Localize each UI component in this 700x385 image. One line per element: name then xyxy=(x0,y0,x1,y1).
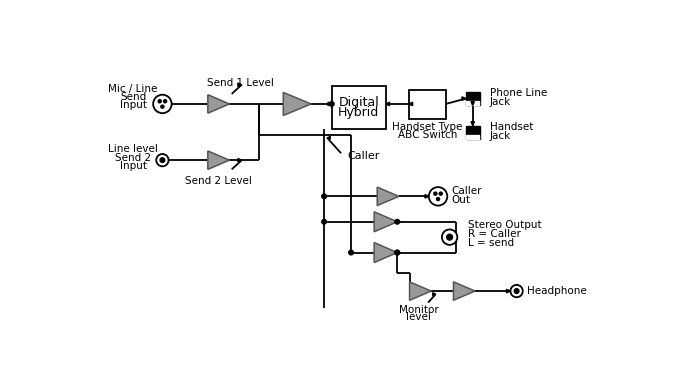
Circle shape xyxy=(161,105,164,108)
Polygon shape xyxy=(374,212,398,232)
Circle shape xyxy=(429,187,447,206)
Polygon shape xyxy=(238,158,242,162)
Circle shape xyxy=(160,158,164,162)
Text: Handset: Handset xyxy=(490,122,533,132)
Polygon shape xyxy=(374,243,398,263)
Circle shape xyxy=(395,219,400,224)
Bar xyxy=(466,126,480,139)
Circle shape xyxy=(514,289,519,293)
Circle shape xyxy=(158,100,161,103)
Text: level: level xyxy=(407,312,431,322)
Circle shape xyxy=(395,250,400,255)
Circle shape xyxy=(322,219,326,224)
Bar xyxy=(472,101,474,105)
Circle shape xyxy=(447,234,452,240)
Polygon shape xyxy=(328,102,332,105)
Circle shape xyxy=(439,192,442,195)
Bar xyxy=(477,135,479,139)
Text: Headphone: Headphone xyxy=(526,286,587,296)
Bar xyxy=(466,92,480,105)
Bar xyxy=(332,86,386,129)
Polygon shape xyxy=(208,151,230,169)
Bar xyxy=(466,135,468,139)
Circle shape xyxy=(156,154,169,166)
Text: ABC Switch: ABC Switch xyxy=(398,130,457,140)
Circle shape xyxy=(153,95,172,113)
Text: Send 2 Level: Send 2 Level xyxy=(186,176,252,186)
Bar xyxy=(409,90,446,119)
Text: Monitor: Monitor xyxy=(399,305,439,315)
Text: Out: Out xyxy=(452,195,470,205)
Polygon shape xyxy=(386,102,389,105)
Polygon shape xyxy=(507,290,510,293)
Polygon shape xyxy=(238,83,242,86)
Circle shape xyxy=(349,250,354,255)
Polygon shape xyxy=(471,102,475,105)
Polygon shape xyxy=(377,187,399,206)
Text: Send 2: Send 2 xyxy=(115,153,151,163)
Text: L = send: L = send xyxy=(468,238,514,248)
Bar xyxy=(469,101,471,105)
Bar xyxy=(477,101,479,105)
Polygon shape xyxy=(327,136,330,139)
Circle shape xyxy=(322,194,326,199)
Text: Mic / Line: Mic / Line xyxy=(108,84,158,94)
Circle shape xyxy=(330,102,334,106)
Circle shape xyxy=(510,285,523,297)
Text: Caller: Caller xyxy=(347,151,379,161)
Text: Send 1 Level: Send 1 Level xyxy=(206,78,274,88)
Circle shape xyxy=(434,192,437,195)
Bar xyxy=(475,135,477,139)
Text: Line level: Line level xyxy=(108,144,158,154)
Text: Jack: Jack xyxy=(490,97,511,107)
Bar xyxy=(466,101,468,105)
Circle shape xyxy=(164,100,167,103)
Text: R = Caller: R = Caller xyxy=(468,229,521,239)
Polygon shape xyxy=(410,282,431,300)
Polygon shape xyxy=(471,122,475,126)
Polygon shape xyxy=(284,92,311,115)
Circle shape xyxy=(442,229,457,245)
Bar xyxy=(475,101,477,105)
Text: Send: Send xyxy=(120,92,146,102)
Text: Stereo Output: Stereo Output xyxy=(468,220,542,230)
Text: Input: Input xyxy=(120,161,146,171)
Text: Caller: Caller xyxy=(452,186,482,196)
Polygon shape xyxy=(462,97,466,100)
Text: Input: Input xyxy=(120,100,146,110)
Bar xyxy=(469,135,471,139)
Polygon shape xyxy=(454,282,475,300)
Bar xyxy=(472,135,474,139)
Polygon shape xyxy=(409,102,413,105)
Polygon shape xyxy=(433,293,435,296)
Text: Jack: Jack xyxy=(490,131,511,141)
Text: Hybrid: Hybrid xyxy=(338,106,379,119)
Text: Handset Type: Handset Type xyxy=(392,122,463,132)
Polygon shape xyxy=(208,95,230,113)
Polygon shape xyxy=(425,194,429,198)
Text: Phone Line: Phone Line xyxy=(490,88,547,98)
Text: Digital: Digital xyxy=(338,95,379,109)
Circle shape xyxy=(437,198,440,201)
Circle shape xyxy=(395,250,400,255)
